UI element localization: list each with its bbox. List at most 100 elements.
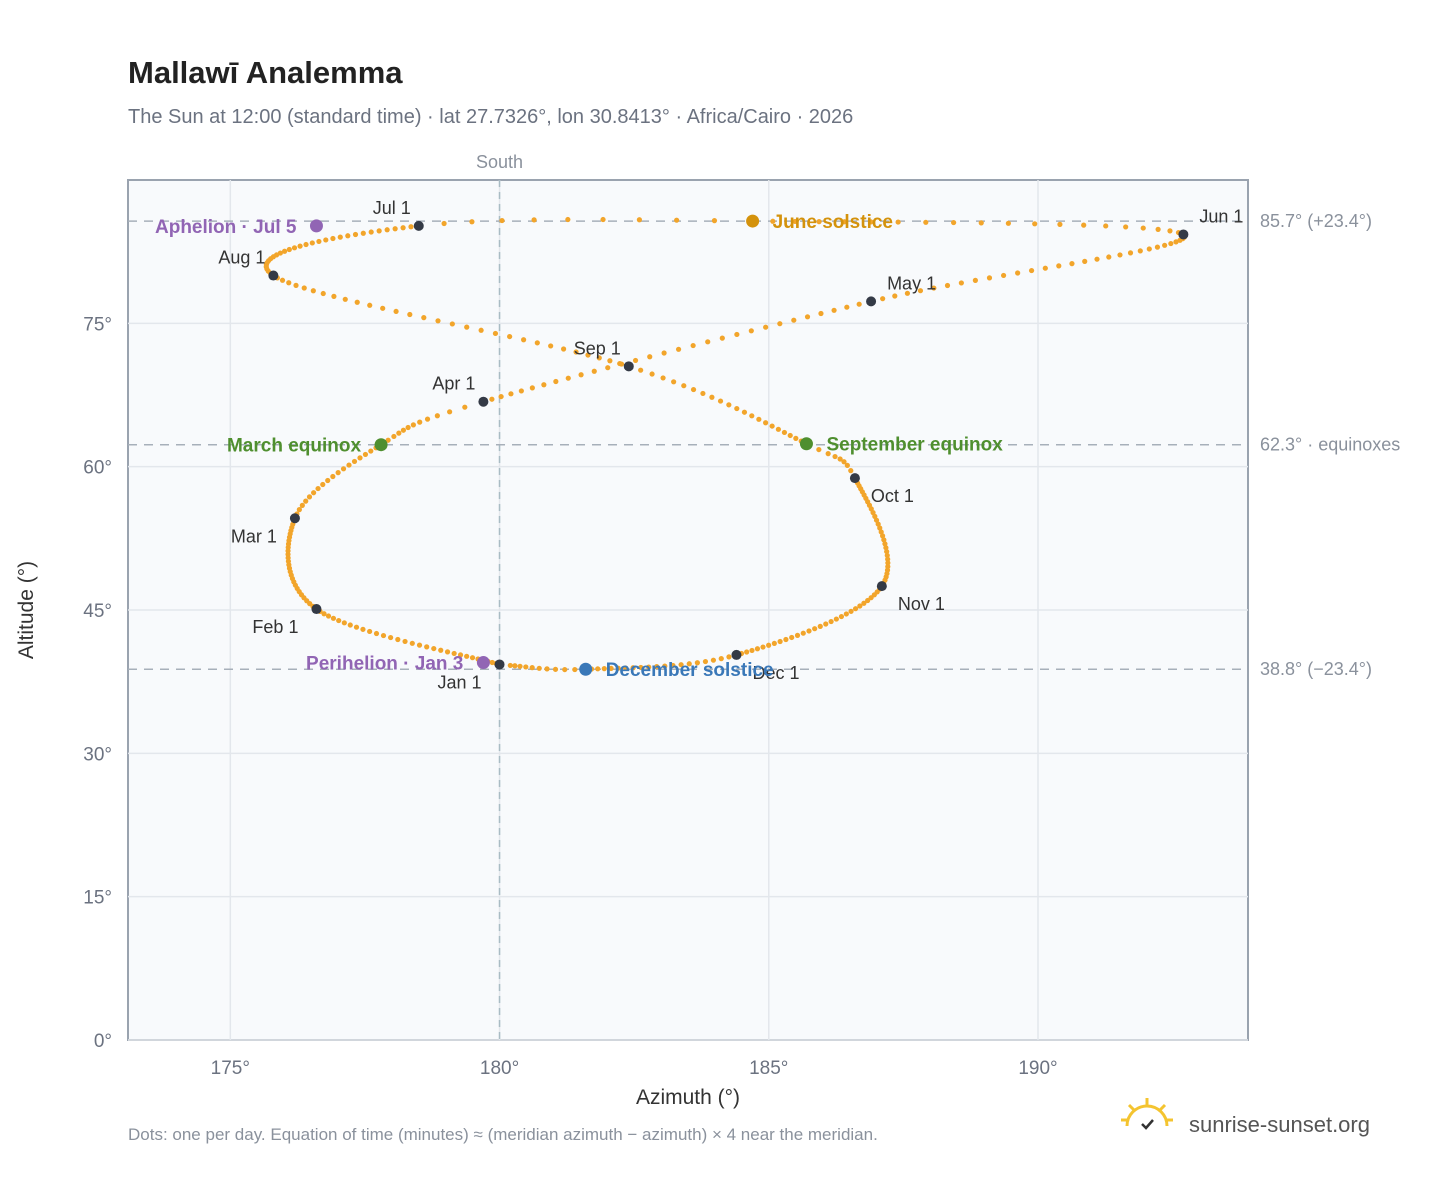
day-dot: [775, 426, 781, 432]
month-marker-label: Jun 1: [1199, 206, 1243, 226]
day-dot: [754, 646, 761, 652]
day-dot: [367, 628, 373, 635]
month-marker-dot: [311, 604, 322, 615]
event-marker-label: March equinox: [227, 436, 362, 457]
day-dot: [816, 446, 822, 453]
event-marker-dot: [746, 214, 760, 228]
day-dot: [478, 327, 484, 333]
month-marker-dot: [478, 396, 489, 407]
day-dot: [573, 349, 579, 355]
chart-title: Mallawī Analemma: [128, 55, 403, 90]
month-marker-label: Apr 1: [432, 374, 475, 394]
y-tick-label: 0°: [94, 1031, 112, 1052]
event-marker-label: Perihelion · Jan 3: [306, 654, 463, 675]
month-marker-dot: [623, 361, 634, 372]
day-dot: [718, 656, 724, 662]
day-dot: [449, 321, 455, 327]
month-marker-dot: [731, 649, 742, 660]
day-dot: [617, 360, 623, 367]
day-dot: [400, 427, 407, 433]
day-dot: [868, 595, 874, 601]
x-tick-label: 185°: [749, 1058, 788, 1079]
day-dot: [670, 662, 676, 669]
brand-name: sunrise-sunset.org: [1189, 1112, 1370, 1137]
day-dot: [1000, 272, 1007, 279]
day-dot: [661, 350, 667, 356]
day-dot: [861, 600, 867, 606]
day-dot: [868, 219, 874, 225]
day-dot: [686, 661, 692, 667]
day-dot: [360, 230, 366, 236]
day-dot: [649, 371, 655, 377]
day-dot: [726, 402, 732, 408]
day-dot: [1155, 226, 1161, 232]
day-dot: [719, 335, 725, 341]
day-dot: [596, 355, 602, 361]
day-dot: [316, 238, 322, 245]
day-dot: [431, 645, 437, 652]
day-dot: [1032, 221, 1038, 227]
day-dot: [362, 451, 369, 458]
day-dot: [675, 346, 682, 352]
day-dot: [591, 368, 597, 374]
day-dot: [837, 456, 843, 462]
month-marker-label: Jan 1: [437, 672, 481, 692]
day-dot: [608, 665, 614, 672]
axis-ticks: 175° 180° 185° 190° 0° 15° 30° 45° 60° 75° South: [83, 152, 1057, 1079]
day-dot: [464, 324, 470, 330]
day-dot: [760, 644, 766, 650]
day-dot: [818, 310, 824, 317]
day-dot: [451, 650, 457, 657]
day-dot: [892, 293, 898, 299]
day-dot: [844, 462, 850, 468]
day-dot: [756, 416, 762, 422]
day-dot: [391, 433, 397, 440]
footer-note: Dots: one per day. Equation of time (min…: [128, 1125, 878, 1144]
day-dot: [553, 378, 559, 385]
day-dot: [373, 630, 380, 637]
day-dot: [499, 217, 505, 224]
day-dot: [841, 459, 847, 465]
x-tick-label: 190°: [1018, 1058, 1057, 1079]
day-dot: [347, 622, 353, 628]
day-dot: [393, 308, 399, 315]
day-dot: [789, 634, 795, 641]
day-dot: [833, 616, 839, 622]
day-dot: [337, 234, 343, 240]
month-marker-dot: [289, 513, 300, 524]
day-dot: [878, 529, 884, 535]
day-dot: [671, 379, 677, 385]
day-dot: [717, 398, 724, 404]
day-dot: [360, 626, 366, 632]
day-dot: [1005, 220, 1011, 226]
day-dot: [865, 597, 871, 604]
day-dot: [763, 324, 769, 330]
day-dot: [690, 386, 697, 393]
day-dot: [831, 307, 837, 313]
day-dot: [297, 243, 303, 249]
day-dot: [330, 615, 337, 621]
event-marker-label: December solstice: [606, 660, 774, 681]
x-axis-title: Azimuth (°): [636, 1086, 740, 1109]
event-marker-dot: [374, 438, 388, 452]
day-dot: [734, 405, 740, 412]
day-dot: [417, 419, 423, 425]
day-dot: [301, 285, 307, 291]
day-dot: [884, 548, 890, 555]
day-dot: [794, 632, 801, 638]
meridian-label: South: [476, 152, 523, 172]
day-dot: [895, 219, 901, 225]
day-dot: [841, 219, 848, 225]
day-dot: [694, 660, 700, 666]
day-dot: [1140, 225, 1146, 231]
day-dot: [320, 290, 326, 297]
day-dot: [734, 331, 740, 338]
day-dot: [409, 640, 415, 646]
month-marker-dot: [268, 270, 279, 281]
event-markers: March equinox June solstice September equi…: [155, 212, 1003, 681]
day-dot: [464, 653, 470, 659]
day-dot: [447, 409, 453, 415]
day-dot: [690, 342, 696, 349]
day-dot: [421, 315, 427, 321]
day-dot: [825, 451, 831, 457]
